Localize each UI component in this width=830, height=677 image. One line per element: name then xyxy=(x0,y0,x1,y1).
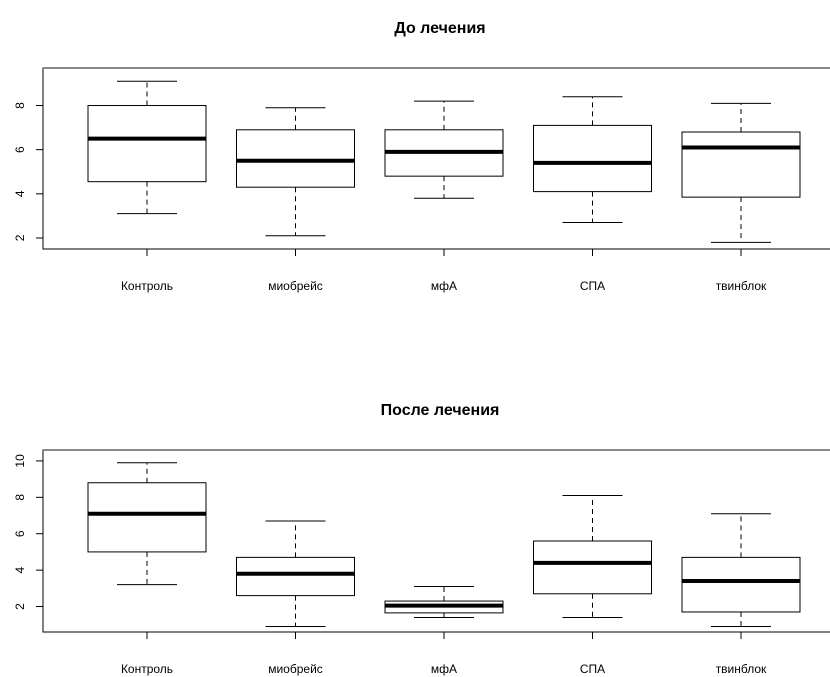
y-tick-label: 2 xyxy=(13,603,27,610)
iqr-box xyxy=(87,105,207,183)
y-tick-label: 2 xyxy=(13,234,27,241)
y-tick-label: 8 xyxy=(13,494,27,501)
y-tick-label: 4 xyxy=(13,566,27,573)
category-label: миобрейс xyxy=(268,279,323,293)
iqr-box xyxy=(87,482,207,553)
y-tick-label: 6 xyxy=(13,146,27,153)
category-label: твинблок xyxy=(716,662,767,676)
category-label: Контроль xyxy=(121,279,173,293)
category-label: мфА xyxy=(431,662,457,676)
y-tick-label: 10 xyxy=(13,454,27,468)
category-label: СПА xyxy=(580,279,605,293)
category-label: миобрейс xyxy=(268,662,323,676)
category-label: Контроль xyxy=(121,662,173,676)
y-tick-label: 4 xyxy=(13,190,27,197)
iqr-box xyxy=(533,540,652,595)
chart-title: До лечения xyxy=(394,20,485,37)
category-label: твинблок xyxy=(716,279,767,293)
y-tick-label: 6 xyxy=(13,530,27,537)
category-label: мфА xyxy=(431,279,457,293)
iqr-box xyxy=(236,129,355,188)
category-label: СПА xyxy=(580,662,605,676)
iqr-box xyxy=(236,556,355,597)
iqr-box xyxy=(681,131,801,198)
iqr-box xyxy=(533,124,652,193)
iqr-box xyxy=(681,556,801,613)
y-tick-label: 8 xyxy=(13,102,27,109)
chart-title: После лечения xyxy=(381,402,500,419)
